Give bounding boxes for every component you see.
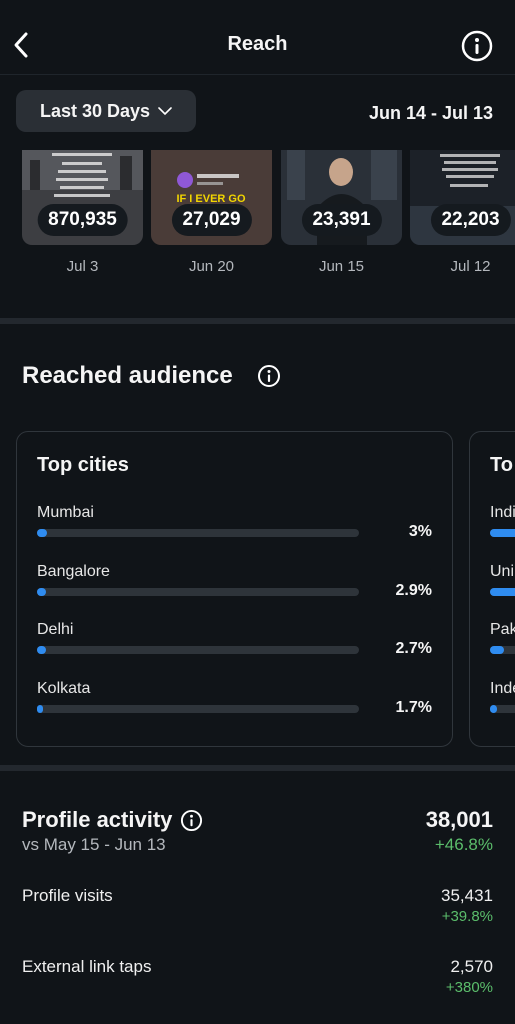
country-bar [490, 588, 515, 596]
city-name: Bangalore [37, 563, 110, 580]
city-bar [37, 529, 359, 537]
info-icon[interactable] [461, 30, 493, 62]
country-name: Pak [490, 621, 515, 638]
country-bar-fill [490, 529, 515, 537]
country-name: Indi [490, 504, 515, 521]
metric-value: 35,431 [441, 886, 493, 905]
city-percent: 2.9% [395, 582, 432, 599]
metric-change: +39.8% [441, 908, 493, 925]
city-bar-fill [37, 705, 43, 713]
section-divider [0, 318, 515, 324]
post-thumbnail[interactable]: 870,935 [22, 150, 143, 245]
comparison-period: vs May 15 - Jun 13 [22, 835, 166, 854]
post-date: Jun 15 [318, 258, 365, 275]
card-title: To [490, 454, 513, 476]
reached-audience-title: Reached audience [22, 362, 233, 389]
country-bar [490, 705, 515, 713]
metric-value: 2,570 [450, 957, 493, 976]
post-thumbnail[interactable]: IF I EVER GO 27,029 [151, 150, 272, 245]
date-range-text: Jun 14 - Jul 13 [368, 103, 493, 123]
country-bar-fill [490, 646, 504, 654]
city-bar-fill [37, 529, 47, 537]
info-icon[interactable] [257, 364, 281, 388]
city-name: Mumbai [37, 504, 94, 521]
city-bar [37, 646, 359, 654]
city-percent: 3% [408, 523, 432, 540]
country-bar-fill [490, 705, 497, 713]
country-bar [490, 529, 515, 537]
reach-count: 870,935 [37, 204, 128, 236]
country-bar-fill [490, 588, 515, 596]
post-date: Jul 3 [66, 258, 99, 275]
city-bar [37, 705, 359, 713]
top-countries-card[interactable]: To Indi Uni Pak Inde [469, 431, 515, 747]
reach-count: 27,029 [171, 204, 252, 236]
city-name: Delhi [37, 621, 74, 638]
header-divider [0, 74, 515, 75]
page-title: Reach [227, 33, 288, 55]
post-thumbnail[interactable]: 23,391 [281, 150, 402, 245]
country-name: Inde [490, 680, 515, 697]
back-icon[interactable] [8, 28, 36, 62]
post-overlay-text: IF I EVER GO [176, 193, 246, 205]
post-date: Jun 20 [188, 258, 235, 275]
date-range-dropdown[interactable]: Last 30 Days [16, 90, 196, 132]
card-title: Top cities [37, 454, 129, 476]
city-percent: 1.7% [395, 699, 432, 716]
reach-count: 23,391 [301, 204, 382, 236]
city-bar-fill [37, 588, 46, 596]
profile-activity-change: +46.8% [434, 835, 493, 854]
country-bar [490, 646, 515, 654]
city-percent: 2.7% [395, 640, 432, 657]
city-name: Kolkata [37, 680, 91, 697]
chevron-down-icon [158, 107, 172, 116]
city-bar-fill [37, 646, 46, 654]
section-divider [0, 765, 515, 771]
top-cities-card[interactable]: Top cities Mumbai 3% Bangalore 2.9% Delh… [16, 431, 453, 747]
profile-activity-title: Profile activity [22, 807, 173, 832]
metric-label: External link taps [22, 957, 152, 976]
reach-count: 22,203 [430, 204, 511, 236]
metric-label: Profile visits [22, 886, 113, 905]
post-thumbnail[interactable]: 22,203 [410, 150, 515, 245]
profile-activity-total: 38,001 [425, 807, 493, 832]
info-icon[interactable] [180, 809, 203, 832]
post-date: Jul 12 [450, 258, 491, 275]
date-range-dropdown-label: Last 30 Days [39, 100, 151, 121]
metric-change: +380% [445, 979, 493, 996]
country-name: Uni [490, 563, 515, 580]
city-bar [37, 588, 359, 596]
